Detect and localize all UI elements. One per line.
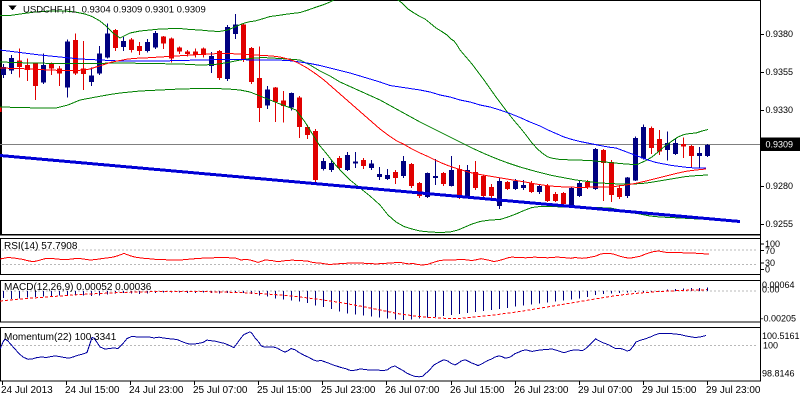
svg-text:0.00: 0.00 (762, 285, 780, 295)
svg-text:0.9380: 0.9380 (766, 29, 794, 39)
svg-text:30: 30 (765, 258, 775, 268)
svg-text:0.00064: 0.00064 (762, 280, 795, 290)
svg-text:USDCHF,H1 0.9304 0.9309 0.930: USDCHF,H1 0.9304 0.9309 0.9301 0.9309 (23, 5, 206, 16)
svg-text:25 Jul 07:00: 25 Jul 07:00 (193, 385, 248, 396)
svg-text:Momentum(22) 100.3341: Momentum(22) 100.3341 (4, 332, 117, 343)
svg-text:100: 100 (765, 239, 780, 249)
svg-text:0.9255: 0.9255 (766, 219, 794, 229)
svg-text:26 Jul 07:00: 26 Jul 07:00 (385, 385, 440, 396)
svg-text:29 Jul 15:00: 29 Jul 15:00 (642, 385, 697, 396)
svg-text:24 Jul 15:00: 24 Jul 15:00 (65, 385, 120, 396)
svg-text:0.9280: 0.9280 (766, 181, 794, 191)
svg-text:29 Jul 07:00: 29 Jul 07:00 (578, 385, 633, 396)
svg-text:100: 100 (763, 341, 778, 351)
svg-text:100.5161: 100.5161 (762, 331, 800, 341)
svg-text:25 Jul 15:00: 25 Jul 15:00 (257, 385, 312, 396)
svg-text:MACD(12,26,9) 0.00052 0.00036: MACD(12,26,9) 0.00052 0.00036 (4, 282, 152, 293)
svg-text:26 Jul 23:00: 26 Jul 23:00 (514, 385, 569, 396)
svg-text:24 Jul 2013: 24 Jul 2013 (1, 385, 53, 396)
svg-text:0: 0 (765, 265, 770, 275)
svg-text:-0.00205: -0.00205 (761, 314, 797, 324)
svg-text:26 Jul 15:00: 26 Jul 15:00 (450, 385, 505, 396)
svg-text:RSI(14) 57.7908: RSI(14) 57.7908 (4, 241, 78, 252)
svg-text:24 Jul 23:00: 24 Jul 23:00 (129, 385, 184, 396)
svg-text:98.8146: 98.8146 (762, 369, 795, 379)
svg-text:0.9355: 0.9355 (766, 67, 794, 77)
svg-text:25 Jul 23:00: 25 Jul 23:00 (321, 385, 376, 396)
svg-text:0.9309: 0.9309 (766, 140, 794, 150)
svg-text:70: 70 (765, 246, 775, 256)
svg-text:0.9330: 0.9330 (766, 105, 794, 115)
svg-text:29 Jul 23:00: 29 Jul 23:00 (706, 385, 761, 396)
